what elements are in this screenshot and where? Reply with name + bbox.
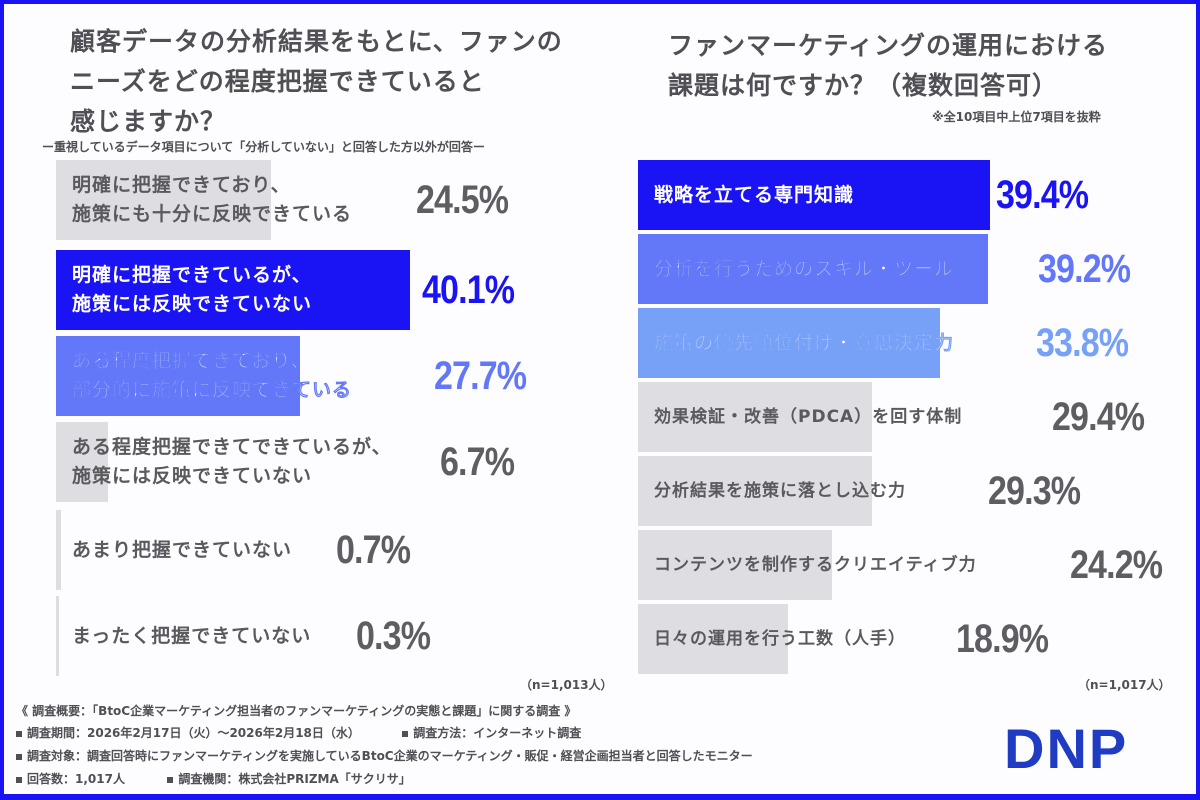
bar-fill: [638, 234, 988, 304]
bar-label: ある程度把握できており、 部分的に施策に反映できている: [72, 350, 353, 402]
bar-label: 分析結果を施策に落とし込む力: [654, 480, 906, 501]
left-chart-title: 顧客データの分析結果をもとに、ファンの ニーズをどの程度把握できていると 感じま…: [70, 22, 563, 142]
bar-fill: [638, 160, 990, 230]
bar-value: 6.7%: [440, 439, 515, 484]
right-bar-row: 効果検証・改善（PDCA）を回す体制 29.4%: [638, 382, 1178, 452]
left-bar-row: 明確に把握できているが、 施策には反映できていない 40.1%: [56, 250, 576, 330]
bar-fill: [56, 596, 59, 676]
bar-label: 施策の優先順位付け・意思決定力: [654, 331, 955, 354]
left-bar-row: 明確に把握できており、 施策にも十分に反映できている 24.5%: [56, 160, 576, 240]
right-bar-row: 分析を行うためのスキル・ツール 39.2%: [638, 234, 1178, 304]
left-sample-size: （n=1,013人）: [520, 678, 613, 692]
bullet-square-icon: [402, 730, 409, 737]
left-title-line-3: 感じますか？: [70, 107, 227, 136]
bullet-square-icon: [167, 776, 174, 783]
survey-method: 調査方法：インターネット調査: [413, 726, 582, 740]
bar-label: 戦略を立てる専門知識: [654, 183, 855, 206]
left-bar-row: まったく把握できていない 0.3%: [56, 596, 576, 676]
bar-value: 39.4%: [996, 172, 1089, 217]
left-bar-row: ある程度把握できており、 部分的に施策に反映できている 27.7%: [56, 336, 576, 416]
bar-value: 29.4%: [1052, 394, 1145, 439]
bar-fill: [56, 510, 61, 590]
survey-period-row: 調査期間：2026年2月17日（火）～2026年2月18日（水） 調査方法：イン…: [16, 724, 581, 741]
bar-label: まったく把握できていない: [72, 624, 312, 647]
bar-fill: [638, 308, 940, 378]
left-chart-subtitle: ー重視しているデータ項目について「分析していない」と回答した方以外が回答ー: [42, 140, 485, 154]
bar-label: 分析を行うためのスキル・ツール: [654, 257, 955, 280]
bar-value: 29.3%: [988, 468, 1081, 513]
right-title-line-2: 課題は何ですか？（複数回答可）: [668, 71, 1059, 100]
right-title-line-1: ファンマーケティングの運用における: [668, 31, 1109, 60]
bar-value: 39.2%: [1038, 246, 1131, 291]
survey-summary: 《 調査概要：「BtoC企業マーケティング担当者のファンマーケティングの実態と課…: [16, 704, 577, 718]
bullet-square-icon: [16, 730, 22, 737]
bar-fill: [56, 422, 108, 502]
right-bar-row: 分析結果を施策に落とし込む力 29.3%: [638, 456, 1178, 526]
bar-label: あまり把握できていない: [72, 538, 293, 561]
bar-fill: [56, 250, 410, 330]
bar-label: 効果検証・改善（PDCA）を回す体制: [654, 406, 963, 427]
right-bar-row: 施策の優先順位付け・意思決定力 33.8%: [638, 308, 1178, 378]
left-bar-row: あまり把握できていない 0.7%: [56, 510, 576, 590]
survey-respondents-row: 回答数：1,017人 調査機関：株式会社PRIZMA「サクリサ」: [16, 770, 411, 787]
dnp-logo: DNP: [1004, 717, 1129, 780]
bar-value: 40.1%: [422, 267, 515, 312]
bar-label: コンテンツを制作するクリエイティブ力: [654, 554, 977, 575]
bar-label: 明確に把握できており、 施策にも十分に反映できている: [72, 174, 353, 225]
survey-agency: 調査機関：株式会社PRIZMA「サクリサ」: [178, 772, 411, 786]
bar-label: 明確に把握できているが、 施策には反映できていない: [72, 264, 313, 315]
bar-value: 27.7%: [434, 353, 527, 398]
right-chart-title: ファンマーケティングの運用における 課題は何ですか？（複数回答可）: [668, 26, 1108, 106]
bullet-square-icon: [16, 753, 22, 760]
survey-target: 調査対象：調査回答時にファンマーケティングを実施しているBtoC企業のマーケティ…: [27, 749, 753, 763]
bullet-square-icon: [16, 776, 22, 783]
bar-value: 33.8%: [1036, 320, 1129, 365]
survey-respondents: 回答数：1,017人: [27, 772, 125, 786]
right-bar-row: コンテンツを制作するクリエイティブ力 24.2%: [638, 530, 1178, 600]
left-title-line-1: 顧客データの分析結果をもとに、ファンの: [70, 27, 563, 56]
bar-fill: [638, 530, 832, 600]
bar-fill: [56, 336, 300, 416]
bar-fill: [638, 456, 872, 526]
right-bar-row: 戦略を立てる専門知識 39.4%: [638, 160, 1178, 230]
bar-value: 0.3%: [356, 613, 431, 658]
bar-label: ある程度把握できてできているが、 施策には反映できていない: [72, 436, 392, 487]
bar-value: 24.2%: [1070, 542, 1163, 587]
bar-value: 24.5%: [416, 177, 509, 222]
bar-label: 日々の運用を行う工数（人手）: [654, 628, 906, 649]
bar-fill: [56, 160, 271, 240]
right-chart-note: ※全10項目中上位7項目を抜粋: [932, 110, 1101, 124]
left-bar-row: ある程度把握できてできているが、 施策には反映できていない 6.7%: [56, 422, 576, 502]
bar-value: 18.9%: [956, 616, 1049, 661]
left-title-line-2: ニーズをどの程度把握できていると: [70, 67, 485, 96]
survey-period: 調査期間：2026年2月17日（火）～2026年2月18日（水）: [27, 726, 360, 740]
right-sample-size: （n=1,017人）: [1078, 678, 1171, 692]
survey-target-row: 調査対象：調査回答時にファンマーケティングを実施しているBtoC企業のマーケティ…: [16, 747, 753, 764]
bar-value: 0.7%: [336, 527, 411, 572]
bar-fill: [638, 604, 788, 674]
bar-fill: [638, 382, 872, 452]
infographic-frame: 顧客データの分析結果をもとに、ファンの ニーズをどの程度把握できていると 感じま…: [4, 4, 1196, 794]
right-bar-row: 日々の運用を行う工数（人手） 18.9%: [638, 604, 1178, 674]
